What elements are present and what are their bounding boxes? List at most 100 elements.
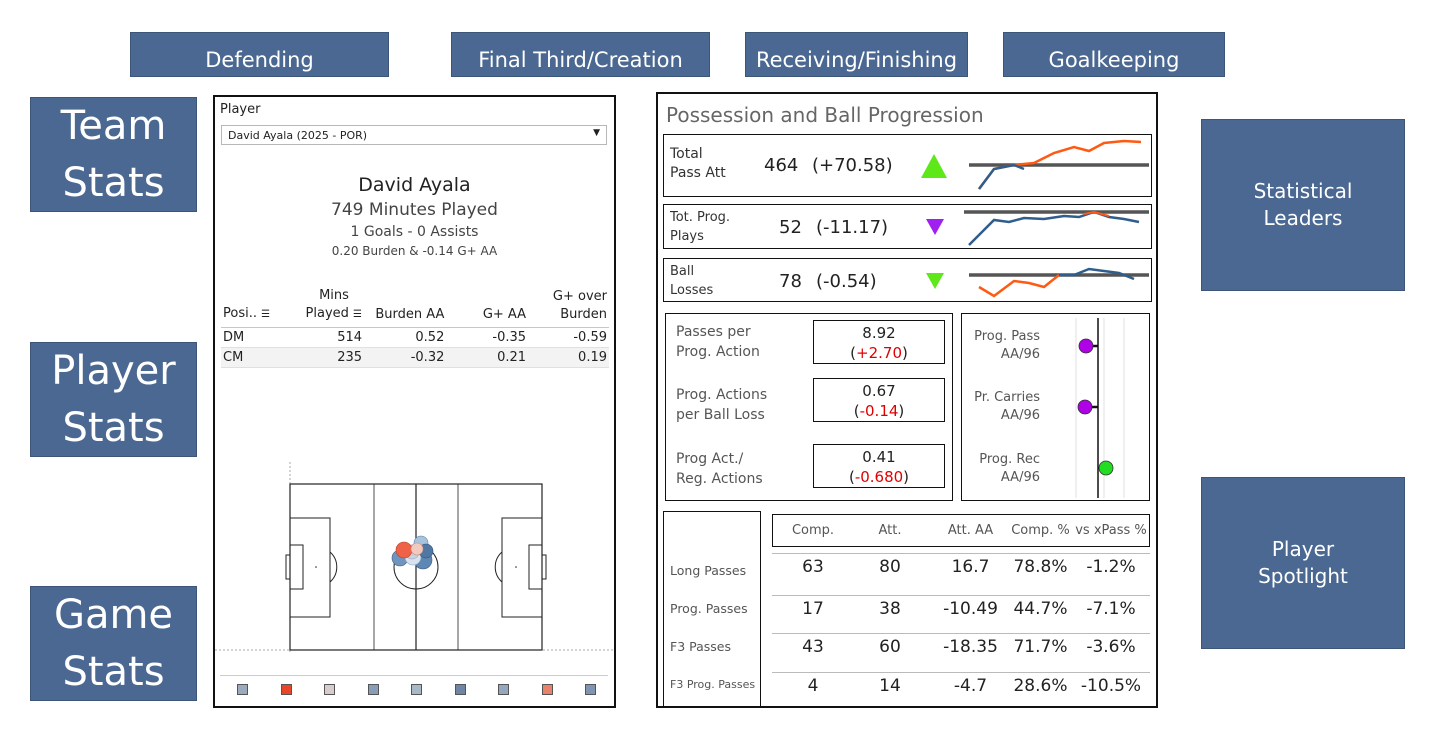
- legend-swatches: [220, 675, 608, 700]
- sort-icon[interactable]: ☰: [353, 309, 363, 320]
- player-spotlight-button[interactable]: Player Spotlight: [1201, 477, 1405, 649]
- tot-prog-plays-row: Tot. Prog. Plays 52 (-11.17): [663, 204, 1152, 249]
- metric-value-box: 0.41 (-0.680): [813, 444, 945, 488]
- row-value: 464: [764, 155, 799, 176]
- player-dropdown[interactable]: David Ayala (2025 - POR) ▼: [221, 125, 607, 145]
- game-stats-button[interactable]: Game Stats: [30, 586, 197, 701]
- table-cell: DM: [221, 327, 273, 348]
- pass-table-cell: -18.35: [943, 637, 998, 657]
- col-header-mins[interactable]: Mins Played ☰: [272, 287, 365, 328]
- table-cell: -0.32: [364, 347, 447, 368]
- statistical-leaders-button[interactable]: Statistical Leaders: [1201, 119, 1405, 291]
- col-header-position[interactable]: Posi.. ☰: [221, 287, 273, 328]
- sparkline: [969, 139, 1149, 190]
- chevron-down-icon: ▼: [593, 128, 600, 138]
- aa96-label: Pr. Carries AA/96: [974, 390, 1040, 423]
- trend-up-icon: [921, 154, 947, 178]
- sort-icon[interactable]: ☰: [261, 309, 271, 320]
- burden-summary: 0.20 Burden & -0.14 G+ AA: [331, 244, 498, 258]
- col-header-g-aa: G+ AA: [446, 287, 529, 328]
- table-row: DM 514 0.52 -0.35 -0.59: [221, 327, 609, 348]
- table-cell: -0.35: [446, 327, 529, 348]
- legend-swatch[interactable]: [324, 684, 335, 695]
- possession-title: Possession and Ball Progression: [666, 103, 984, 127]
- metric-label: Prog Act./ Reg. Actions: [676, 451, 763, 487]
- table-cell: 235: [272, 347, 365, 368]
- defending-tab[interactable]: Defending: [130, 32, 389, 77]
- pass-row-label: F3 Prog. Passes: [670, 678, 756, 691]
- aa96-label: Prog. Pass AA/96: [974, 329, 1040, 362]
- table-cell: -0.59: [528, 327, 609, 348]
- metric-delta: +2.70: [856, 344, 902, 362]
- row-value: 52: [779, 217, 802, 238]
- table-cell: CM: [221, 347, 273, 368]
- pass-table-cell: 44.7%: [1013, 599, 1068, 619]
- goalkeeping-tab[interactable]: Goalkeeping: [1003, 32, 1225, 77]
- pass-table-cell: 17: [802, 599, 824, 619]
- row-label: Total Pass Att: [670, 146, 726, 181]
- legend-swatch[interactable]: [454, 684, 466, 695]
- pass-table-cell: 28.6%: [1013, 676, 1068, 696]
- legend-swatch[interactable]: [367, 684, 379, 695]
- position-table: Posi.. ☰ Mins Played ☰ Burden AA G+ AA G…: [221, 287, 609, 368]
- legend-swatch[interactable]: [498, 684, 509, 695]
- ball-losses-row: Ball Losses 78 (-0.54): [663, 258, 1152, 302]
- table-row: CM 235 -0.32 0.21 0.19: [221, 347, 609, 368]
- legend-swatch[interactable]: [541, 684, 553, 695]
- table-cell: 0.52: [364, 327, 447, 348]
- sparkline: [969, 267, 1149, 298]
- receiving-finishing-tab[interactable]: Receiving/Finishing: [745, 32, 968, 77]
- pass-table-cell: -4.7: [953, 676, 988, 696]
- aa96-label: Prog. Rec AA/96: [979, 452, 1040, 485]
- possession-panel: Possession and Ball Progression Total Pa…: [656, 92, 1158, 708]
- pass-col-header: vs xPass %: [1075, 523, 1147, 538]
- player-name: David Ayala: [358, 174, 471, 196]
- ratio-metrics-box: Passes per Prog. Action 8.92 (+2.70) Pro…: [665, 313, 953, 501]
- table-cell: 0.19: [528, 347, 609, 368]
- row-divider: [772, 595, 1150, 596]
- row-delta: (+70.58): [812, 155, 893, 176]
- pass-table-cell: 43: [802, 637, 824, 657]
- metric-delta: -0.14: [859, 402, 899, 420]
- pass-row-label: F3 Passes: [670, 639, 731, 654]
- aa96-dot-plot: [1075, 318, 1125, 498]
- metric-label: Prog. Actions per Ball Loss: [676, 387, 768, 423]
- pass-table-cell: 4: [807, 676, 819, 696]
- legend-swatch[interactable]: [411, 684, 422, 695]
- final-third-creation-tab[interactable]: Final Third/Creation: [451, 32, 710, 77]
- metric-value: 0.67: [862, 382, 896, 400]
- pass-table-cell: 63: [802, 557, 824, 577]
- pass-col-header: Comp. %: [1011, 523, 1070, 538]
- table-cell: 0.21: [446, 347, 529, 368]
- player-panel: Player David Ayala (2025 - POR) ▼ David …: [213, 95, 616, 708]
- pass-table-labels: Long Passes Prog. Passes F3 Passes F3 Pr…: [663, 511, 761, 706]
- pass-row-label: Prog. Passes: [670, 601, 748, 616]
- position-dots: [391, 535, 434, 570]
- row-label: Ball Losses: [670, 264, 714, 298]
- team-stats-button[interactable]: Team Stats: [30, 97, 197, 212]
- pass-table-cell: 80: [879, 557, 901, 577]
- pass-table-cell: 16.7: [951, 557, 990, 577]
- aa96-box: Prog. Pass AA/96 Pr. Carries AA/96 Prog.…: [961, 313, 1150, 501]
- legend-swatch[interactable]: [585, 684, 596, 695]
- player-stats-button[interactable]: Player Stats: [30, 342, 197, 457]
- col-header-burden-aa: Burden AA: [364, 287, 447, 328]
- pass-table-cell: -1.2%: [1086, 557, 1136, 577]
- legend-swatch[interactable]: [280, 684, 292, 695]
- pass-table-cell: -3.6%: [1086, 637, 1136, 657]
- total-pass-att-row: Total Pass Att 464 (+70.58): [663, 134, 1152, 197]
- pass-table-cell: -10.5%: [1080, 676, 1142, 696]
- player-filter-label: Player: [220, 102, 261, 117]
- metric-value: 8.92: [862, 324, 896, 342]
- pass-table-header: [772, 514, 1150, 547]
- trend-down-icon: [926, 219, 944, 235]
- metric-label: Passes per Prog. Action: [676, 324, 760, 360]
- metric-delta: -0.680: [854, 468, 904, 486]
- table-cell: 514: [272, 327, 365, 348]
- legend-swatch[interactable]: [237, 684, 248, 695]
- row-value: 78: [779, 271, 802, 292]
- row-delta: (-0.54): [816, 271, 877, 292]
- row-divider: [772, 633, 1150, 634]
- pass-col-header: Att. AA: [947, 523, 994, 538]
- row-label: Tot. Prog. Plays: [670, 210, 731, 244]
